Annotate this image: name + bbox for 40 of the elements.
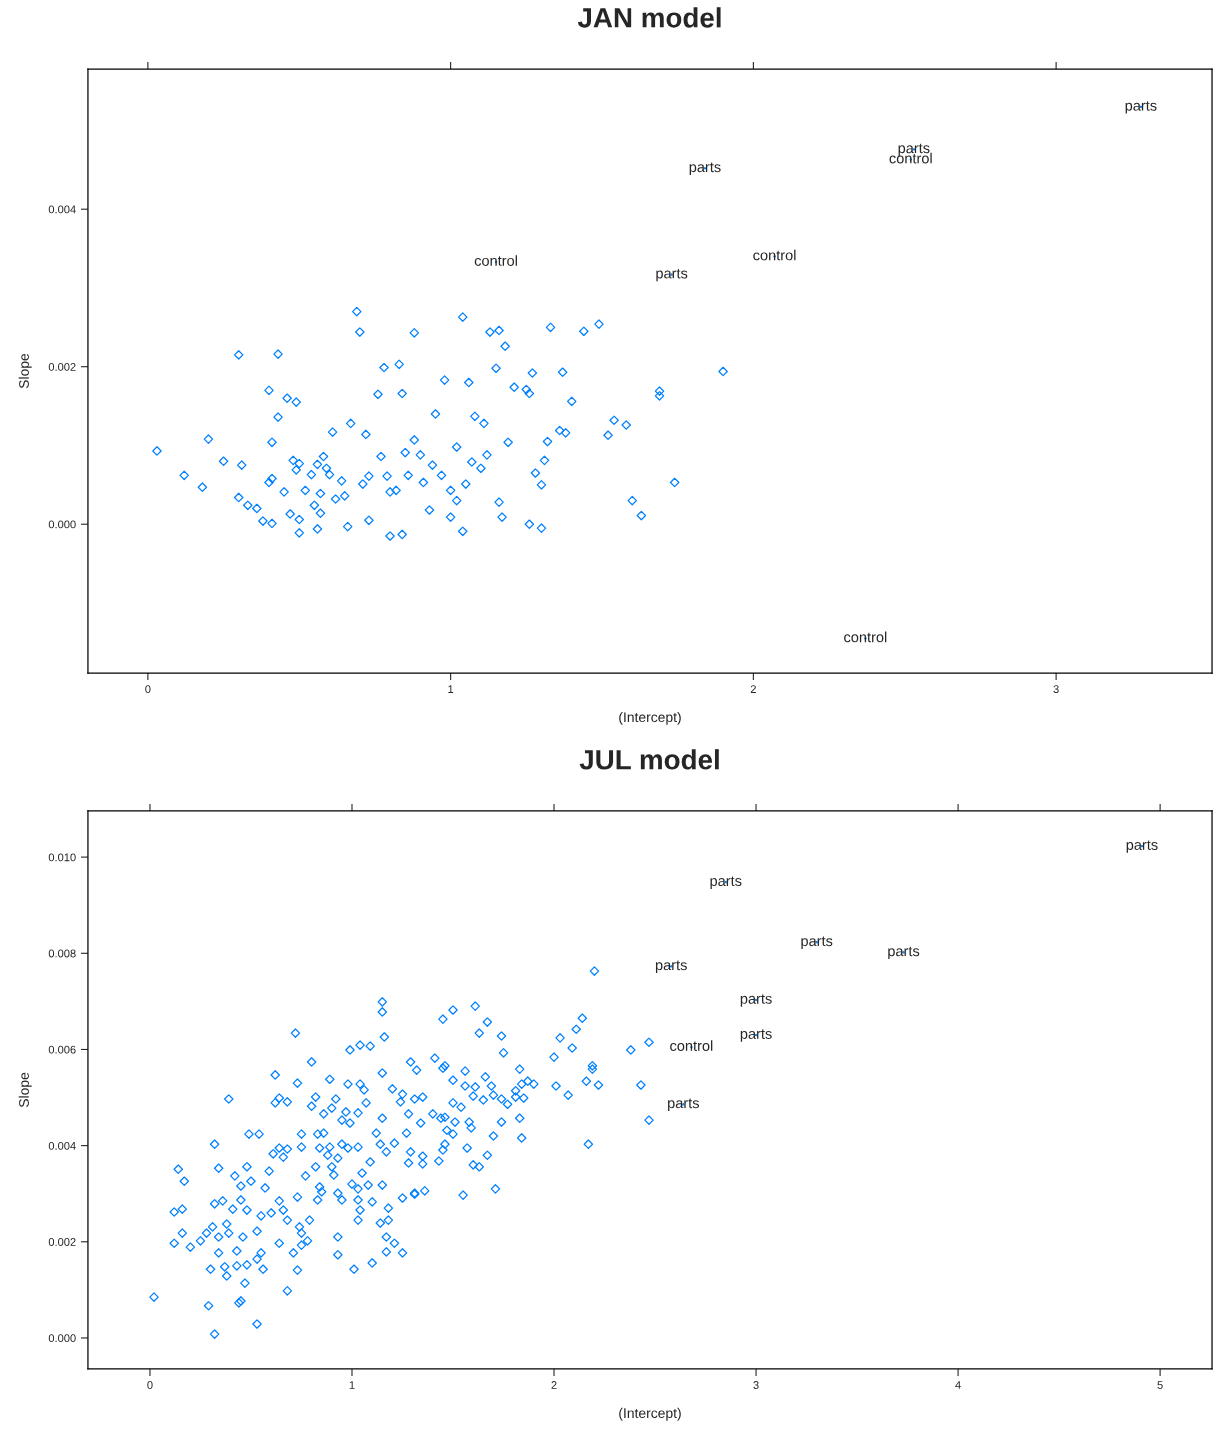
y-axis-title: Slope [18, 353, 32, 389]
annotation: parts [801, 936, 833, 950]
x-tick-label: 2 [551, 1381, 557, 1389]
x-tick-label: 1 [448, 685, 454, 693]
annotation: parts [740, 994, 772, 1007]
annotation: parts [668, 1098, 700, 1112]
annotation: parts [689, 162, 721, 176]
annotation: control [670, 1040, 713, 1051]
y-tick-label: 0.004 [48, 1141, 76, 1150]
x-tick-label: 0 [145, 685, 151, 694]
x-tick-label: 4 [955, 1381, 961, 1389]
x-tick-label: 5 [1157, 1381, 1163, 1389]
y-tick-label: 0.000 [48, 1334, 76, 1343]
y-tick-label: 0.002 [48, 1238, 76, 1246]
annotation: parts [656, 268, 688, 282]
y-tick-label: 0.004 [48, 205, 76, 214]
annotation: control [474, 255, 517, 266]
x-tick-label: 3 [753, 1381, 759, 1389]
y-tick-label: 0.008 [48, 949, 76, 958]
x-tick-label: 3 [1053, 685, 1059, 694]
y-axis-title: Slope [18, 1072, 32, 1108]
annotation: control [753, 249, 796, 261]
chart-title: JAN model [577, 7, 721, 28]
annotation: parts [1126, 840, 1158, 853]
y-tick-label: 0.000 [48, 520, 76, 529]
x-axis-title: (Intercept) [619, 1407, 681, 1421]
annotation: parts [710, 876, 742, 889]
x-tick-label: 2 [750, 685, 756, 693]
y-tick-label: 0.010 [48, 853, 76, 862]
x-axis-title: (Intercept) [619, 711, 681, 725]
annotation: parts [655, 960, 687, 974]
x-tick-label: 1 [349, 1381, 355, 1389]
y-tick-label: 0.006 [48, 1045, 76, 1054]
annotation: parts [888, 946, 920, 960]
x-tick-label: 0 [147, 1381, 153, 1389]
y-tick-label: 0.002 [48, 362, 76, 371]
chart-title: JUL model [579, 749, 719, 770]
annotation: control [844, 631, 887, 643]
annotation: parts [1125, 101, 1157, 114]
annotation: parts [740, 1029, 772, 1042]
